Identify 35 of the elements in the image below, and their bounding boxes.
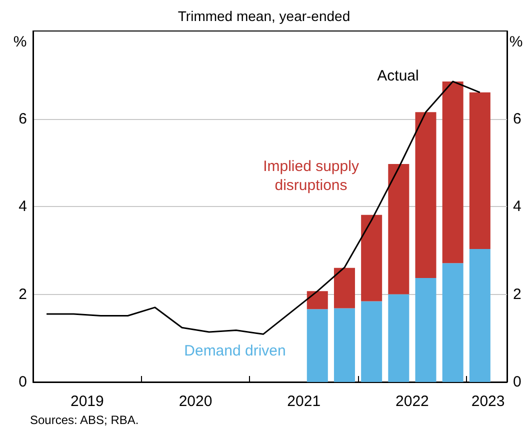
bar <box>442 81 464 264</box>
x-tick-label: 2019 <box>70 393 104 410</box>
series-label: Demand driven <box>184 342 286 360</box>
y-tick-label: 4 <box>18 198 27 215</box>
bar <box>469 92 490 250</box>
y2-tick-label: 0 <box>513 374 522 390</box>
x-tick-label: 2023 <box>471 393 505 410</box>
bar <box>388 294 410 382</box>
y-tick-label: 2 <box>18 286 27 303</box>
y2-tick-label: 2 <box>513 286 522 303</box>
bar <box>334 308 355 382</box>
x-tick-label: 2022 <box>396 393 429 410</box>
y-axis-title: % <box>13 34 27 50</box>
source-note: Sources: ABS; RBA. <box>30 413 139 427</box>
y2-tick-label: 4 <box>513 198 522 215</box>
bar <box>361 301 382 382</box>
bar <box>334 268 355 308</box>
series-label: Implied supply disruptions <box>263 158 360 194</box>
bar <box>306 309 328 382</box>
x-tick-label: 2020 <box>178 393 212 410</box>
series-label: Actual <box>377 68 419 84</box>
line-series <box>46 80 481 335</box>
bar <box>442 263 464 382</box>
bar <box>388 164 410 294</box>
bar <box>361 214 382 302</box>
bar <box>415 278 436 382</box>
chart-subtitle: Trimmed mean, year-ended <box>178 8 350 24</box>
bar <box>469 249 490 382</box>
y2-tick-label: 6 <box>513 110 522 128</box>
x-tick-label: 2021 <box>287 393 321 410</box>
y-tick-label: 0 <box>18 374 27 390</box>
bar <box>415 112 436 278</box>
bar <box>306 291 328 310</box>
y2-axis-title: % <box>509 34 523 50</box>
y-tick-label: 6 <box>18 110 27 128</box>
